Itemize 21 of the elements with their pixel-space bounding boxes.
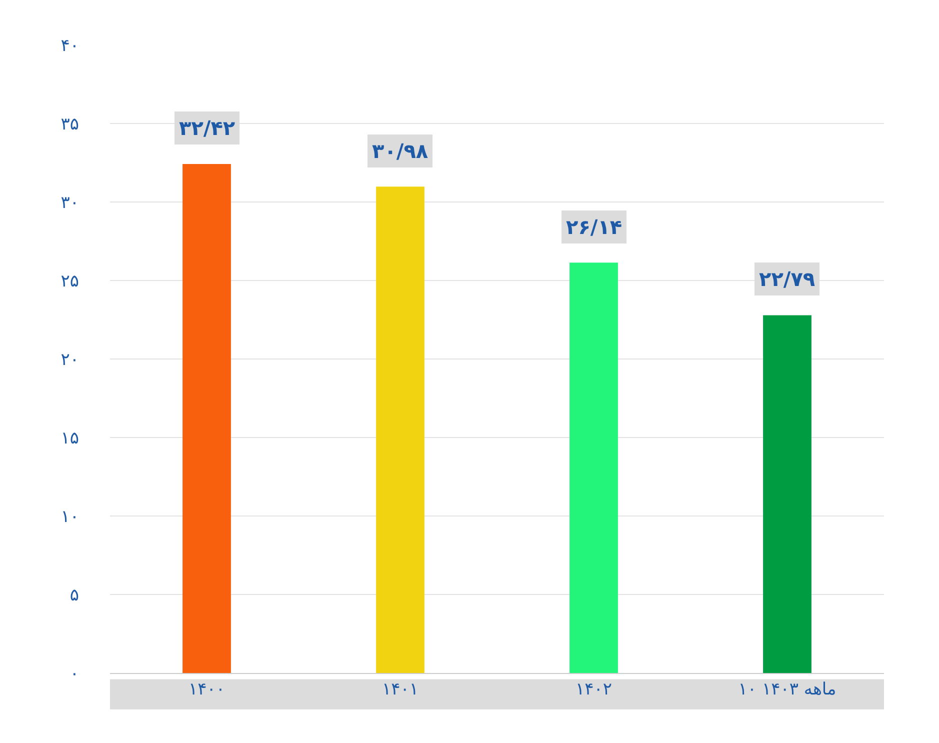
bar	[182, 164, 231, 673]
y-tick-label: ۲۰	[60, 350, 79, 370]
y-tick-label: ۱۰	[60, 506, 79, 527]
bar	[376, 186, 424, 673]
y-tick-label: ۱۵	[60, 428, 79, 448]
data-label: ۲۶/۱۴	[566, 215, 622, 239]
bar	[570, 262, 618, 673]
x-tick-label: ۱۰ ماهه ۱۴۰۳	[738, 679, 836, 700]
data-label: ۲۲/۷۹	[759, 267, 816, 291]
y-tick-label: ۲۵	[60, 271, 79, 292]
x-tick-label: ۱۴۰۲	[575, 679, 612, 700]
y-tick-label: ۴۰	[60, 36, 79, 56]
x-tick-label: ۱۴۰۱	[382, 679, 419, 700]
x-tick-label: ۱۴۰۰	[188, 679, 226, 700]
bar	[763, 315, 812, 673]
y-tick-label: ۵	[70, 585, 79, 606]
y-tick-label: ۰	[70, 664, 79, 684]
y-tick-label: ۳۰	[60, 192, 79, 213]
y-tick-label: ۳۵	[60, 114, 79, 134]
data-label: ۳۰/۹۸	[372, 139, 428, 163]
data-label: ۳۲/۴۲	[179, 116, 236, 140]
